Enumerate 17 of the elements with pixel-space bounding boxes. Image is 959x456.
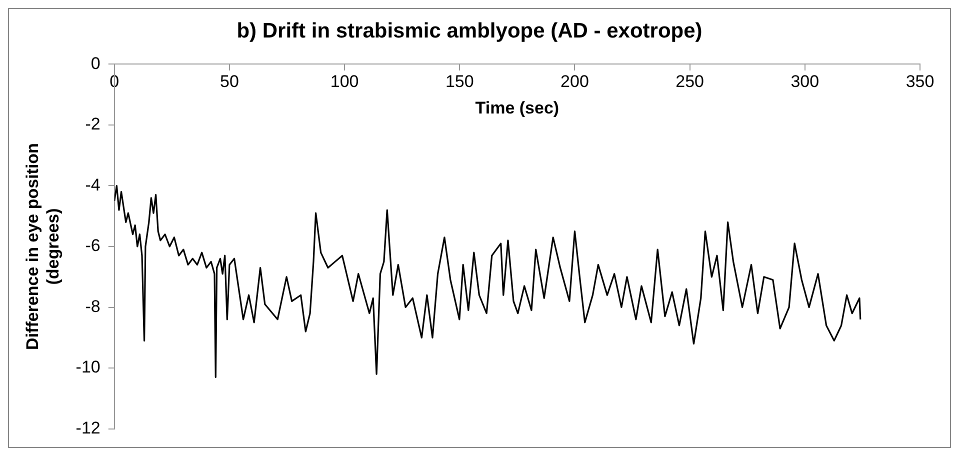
- y-tick-label: -6: [85, 236, 100, 256]
- x-tick-label: 150: [445, 72, 474, 92]
- y-tick-label: -12: [76, 418, 100, 438]
- x-tick-label: 50: [220, 72, 239, 92]
- y-tick-label: -2: [85, 114, 100, 134]
- y-tick-label: -8: [85, 296, 100, 316]
- y-axis-title: Difference in eye position (degrees): [22, 143, 62, 350]
- x-tick-label: 200: [560, 72, 589, 92]
- x-tick-label: 300: [790, 72, 820, 92]
- x-tick-label: 250: [676, 72, 704, 92]
- chart-title: b) Drift in strabismic amblyope (AD - exotrope): [236, 19, 702, 42]
- x-tick-label: 100: [330, 72, 359, 92]
- y-tick-label: 0: [90, 54, 100, 73]
- x-tick-label: 350: [906, 72, 934, 92]
- y-tick-label: -10: [76, 358, 100, 377]
- y-tick-label: -4: [85, 175, 100, 194]
- x-axis-title: Time (sec): [475, 98, 560, 118]
